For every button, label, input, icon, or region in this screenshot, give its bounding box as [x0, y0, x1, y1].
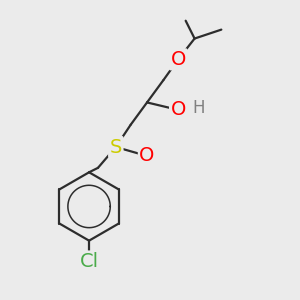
Text: O: O [170, 50, 186, 69]
Text: H: H [193, 99, 205, 117]
Text: O: O [139, 146, 155, 165]
Text: Cl: Cl [80, 252, 99, 271]
Text: S: S [110, 137, 122, 157]
Text: O: O [170, 100, 186, 119]
